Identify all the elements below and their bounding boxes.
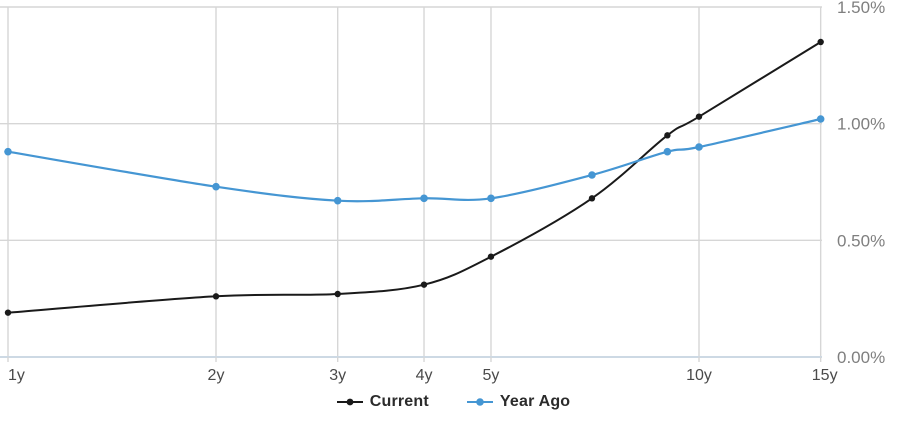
data-point-current-15y[interactable]: [817, 38, 824, 46]
data-point-current-7y[interactable]: [588, 195, 596, 202]
data-point-year-ago-5y[interactable]: [487, 194, 495, 203]
data-point-current-10y[interactable]: [695, 113, 703, 120]
chart-legend: Current Year Ago: [0, 388, 907, 416]
legend-item-current[interactable]: Current: [336, 393, 429, 411]
data-point-year-ago-1y[interactable]: [4, 147, 12, 156]
x-tick-label: 10y: [686, 367, 712, 384]
current-series-marker-icon: [336, 398, 363, 406]
legend-label-current: Current: [369, 393, 429, 410]
data-point-year-ago-2y[interactable]: [212, 182, 220, 191]
data-point-current-9y[interactable]: [664, 132, 671, 139]
data-point-current-3y[interactable]: [334, 290, 341, 298]
year-ago-series-marker-icon: [466, 398, 493, 406]
x-tick-label: 4y: [416, 367, 433, 384]
data-point-year-ago-9y[interactable]: [663, 147, 672, 156]
data-point-year-ago-4y[interactable]: [420, 194, 428, 203]
data-point-year-ago-10y[interactable]: [695, 143, 703, 151]
data-point-year-ago-7y[interactable]: [588, 171, 596, 179]
data-point-year-ago-3y[interactable]: [333, 196, 342, 205]
y-tick-label: 0.00%: [837, 348, 885, 367]
data-point-year-ago-15y[interactable]: [816, 115, 825, 123]
data-point-current-2y[interactable]: [212, 293, 220, 300]
x-tick-label: 1y: [8, 367, 25, 384]
x-tick-label: 3y: [329, 367, 346, 384]
x-tick-label: 2y: [208, 367, 225, 384]
x-tick-label: 5y: [483, 367, 500, 384]
data-point-current-4y[interactable]: [420, 281, 428, 288]
y-tick-label: 1.00%: [837, 115, 885, 134]
x-tick-label: 15y: [812, 367, 838, 384]
legend-label-year-ago: Year Ago: [499, 393, 571, 410]
legend-item-year-ago[interactable]: Year Ago: [466, 393, 571, 411]
data-point-current-1y[interactable]: [4, 309, 12, 316]
y-tick-label: 0.50%: [837, 231, 885, 250]
data-point-current-5y[interactable]: [487, 253, 495, 260]
y-tick-label: 1.50%: [837, 0, 885, 17]
